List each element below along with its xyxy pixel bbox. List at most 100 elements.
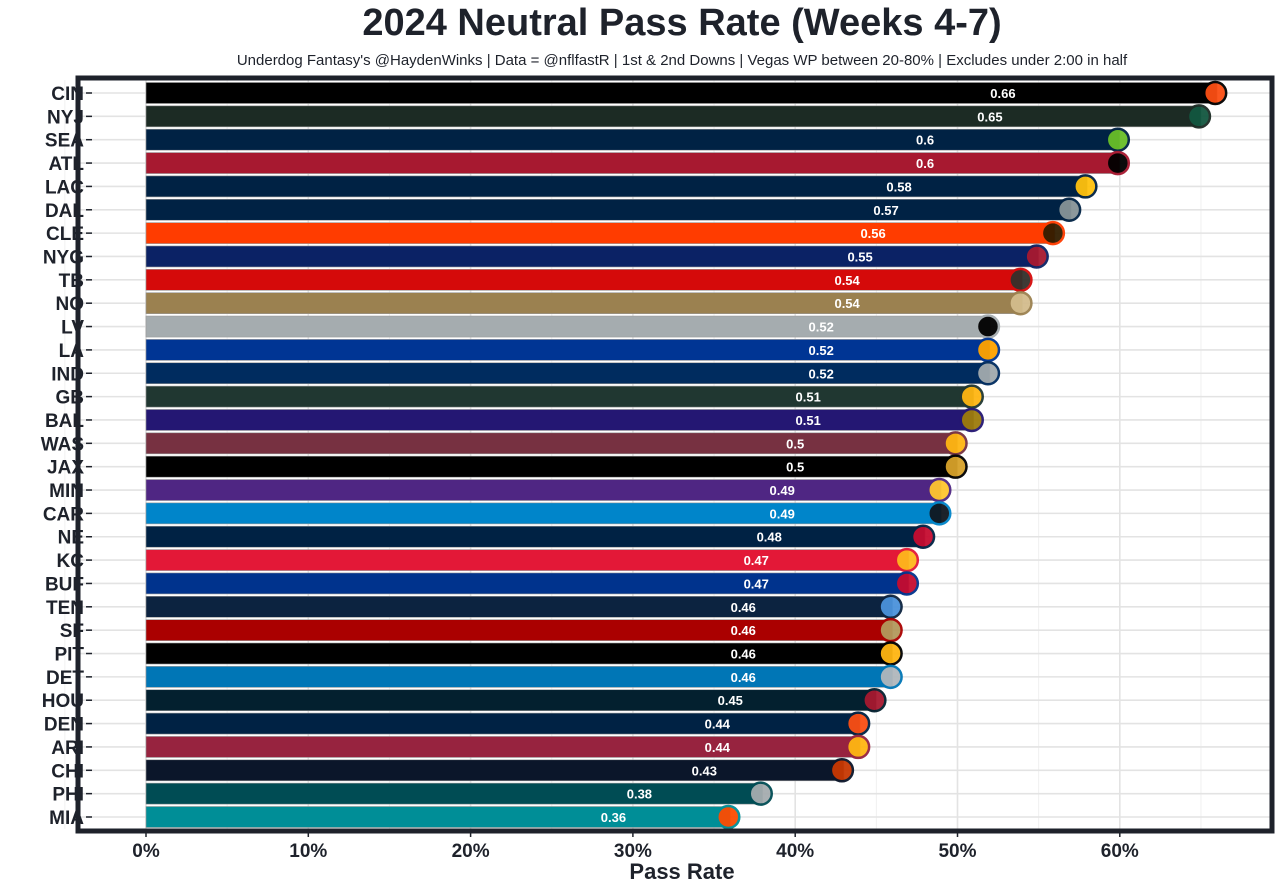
data-label: 0.43: [692, 763, 717, 778]
bar-sea: [145, 128, 1121, 151]
chart-subtitle: Underdog Fantasy's @HaydenWinks | Data =…: [236, 52, 1128, 69]
team-logo-icon: [894, 547, 920, 573]
bars: 0.660.650.60.60.580.570.560.550.540.540.…: [145, 80, 1228, 830]
x-tick-label: 30%: [614, 841, 652, 862]
x-tick-label: 20%: [452, 841, 490, 862]
team-logo-icon: [1056, 197, 1082, 223]
team-logo-icon: [975, 337, 1001, 363]
team-logo-ari: [845, 734, 871, 760]
bar-mia: [145, 806, 731, 828]
bar-kc: [145, 549, 910, 571]
chart-title: 2024 Neutral Pass Rate (Weeks 4-7): [362, 2, 1002, 44]
team-logo-den: [845, 711, 871, 736]
data-label: 0.44: [705, 740, 731, 755]
axes: CINNYJSEAATLLACDALCLENYGTBNOLVLAINDGBBAL…: [41, 75, 1275, 862]
team-logo-icon: [1073, 174, 1098, 199]
y-tick-label: CLE: [46, 224, 84, 245]
y-tick-label: CAR: [43, 504, 84, 525]
team-logo-gb: [959, 384, 984, 409]
team-logo-icon: [829, 758, 855, 783]
bar-nyg: [145, 245, 1039, 268]
data-label: 0.46: [731, 670, 756, 685]
team-logo-icon: [878, 617, 903, 643]
bar-ten: [145, 596, 893, 618]
data-label: 0.49: [770, 483, 795, 498]
team-logo-mia: [716, 804, 741, 830]
bar-pit: [145, 642, 893, 665]
team-logo-icon: [959, 384, 984, 409]
team-logo-ne: [910, 524, 936, 549]
team-logo-no: [1008, 290, 1033, 316]
data-label: 0.5: [786, 436, 804, 451]
bar-lv: [145, 315, 991, 338]
bar-ind: [145, 362, 991, 385]
data-label: 0.46: [731, 647, 756, 662]
x-tick-label: 10%: [289, 841, 327, 862]
data-label: 0.46: [731, 623, 756, 638]
data-label: 0.5: [786, 460, 804, 475]
team-logo-icon: [975, 361, 1001, 386]
team-logo-icon: [927, 477, 952, 503]
team-logo-hou: [862, 687, 887, 713]
team-logo-atl: [1105, 150, 1131, 176]
x-tick-label: 0%: [132, 841, 160, 862]
bar-jax: [145, 455, 958, 478]
team-logo-sf: [878, 617, 903, 643]
team-logo-icon: [716, 804, 741, 830]
team-logo-bal: [959, 407, 984, 433]
bar-lac: [145, 175, 1088, 198]
panel-border: [75, 75, 1275, 834]
data-label: 0.54: [834, 273, 860, 288]
team-logo-la: [975, 337, 1001, 363]
bar-nyj: [145, 105, 1202, 128]
bar-den: [145, 712, 861, 735]
team-logo-lv: [975, 314, 1001, 339]
y-tick-label: BUF: [45, 574, 84, 595]
data-label: 0.44: [705, 717, 731, 732]
team-logo-icon: [862, 687, 887, 713]
data-label: 0.52: [809, 343, 834, 358]
y-tick-label: DAL: [45, 201, 84, 222]
data-label: 0.38: [627, 787, 652, 802]
team-logo-icon: [1202, 80, 1228, 106]
bar-buf: [145, 572, 910, 595]
team-logo-lac: [1073, 174, 1098, 199]
data-label: 0.6: [916, 156, 934, 171]
data-label: 0.46: [731, 600, 756, 615]
bar-no: [145, 292, 1023, 314]
bar-chi: [145, 759, 845, 782]
team-logo-ind: [975, 361, 1001, 386]
bar-ne: [145, 525, 926, 548]
y-tick-label: JAX: [47, 458, 84, 479]
team-logo-icon: [910, 524, 936, 549]
y-tick-label: SEA: [45, 131, 84, 152]
team-logo-phi: [748, 781, 773, 806]
data-label: 0.51: [796, 413, 821, 428]
team-logo-icon: [1024, 244, 1049, 269]
bar-det: [145, 666, 893, 688]
y-tick-label: ATL: [48, 154, 84, 175]
data-label: 0.55: [847, 249, 872, 264]
team-logo-dal: [1056, 197, 1082, 223]
team-logo-pit: [878, 641, 903, 666]
data-label: 0.54: [834, 296, 860, 311]
bar-gb: [145, 385, 975, 408]
x-axis-label: Pass Rate: [629, 859, 734, 884]
data-label: 0.66: [990, 86, 1015, 101]
data-label: 0.6: [916, 133, 934, 148]
team-logo-jax: [943, 454, 968, 479]
data-label: 0.65: [977, 109, 1002, 124]
team-logo-icon: [975, 314, 1001, 339]
bar-bal: [145, 409, 975, 431]
bar-sf: [145, 619, 893, 641]
y-tick-label: MIN: [49, 481, 84, 502]
team-logo-icon: [748, 781, 773, 806]
x-tick-label: 60%: [1101, 841, 1139, 862]
data-label: 0.57: [873, 203, 898, 218]
bar-car: [145, 502, 942, 525]
data-label: 0.52: [809, 366, 834, 381]
team-logo-cle: [1040, 220, 1066, 246]
team-logo-cin: [1202, 80, 1228, 106]
bar-atl: [145, 152, 1121, 174]
